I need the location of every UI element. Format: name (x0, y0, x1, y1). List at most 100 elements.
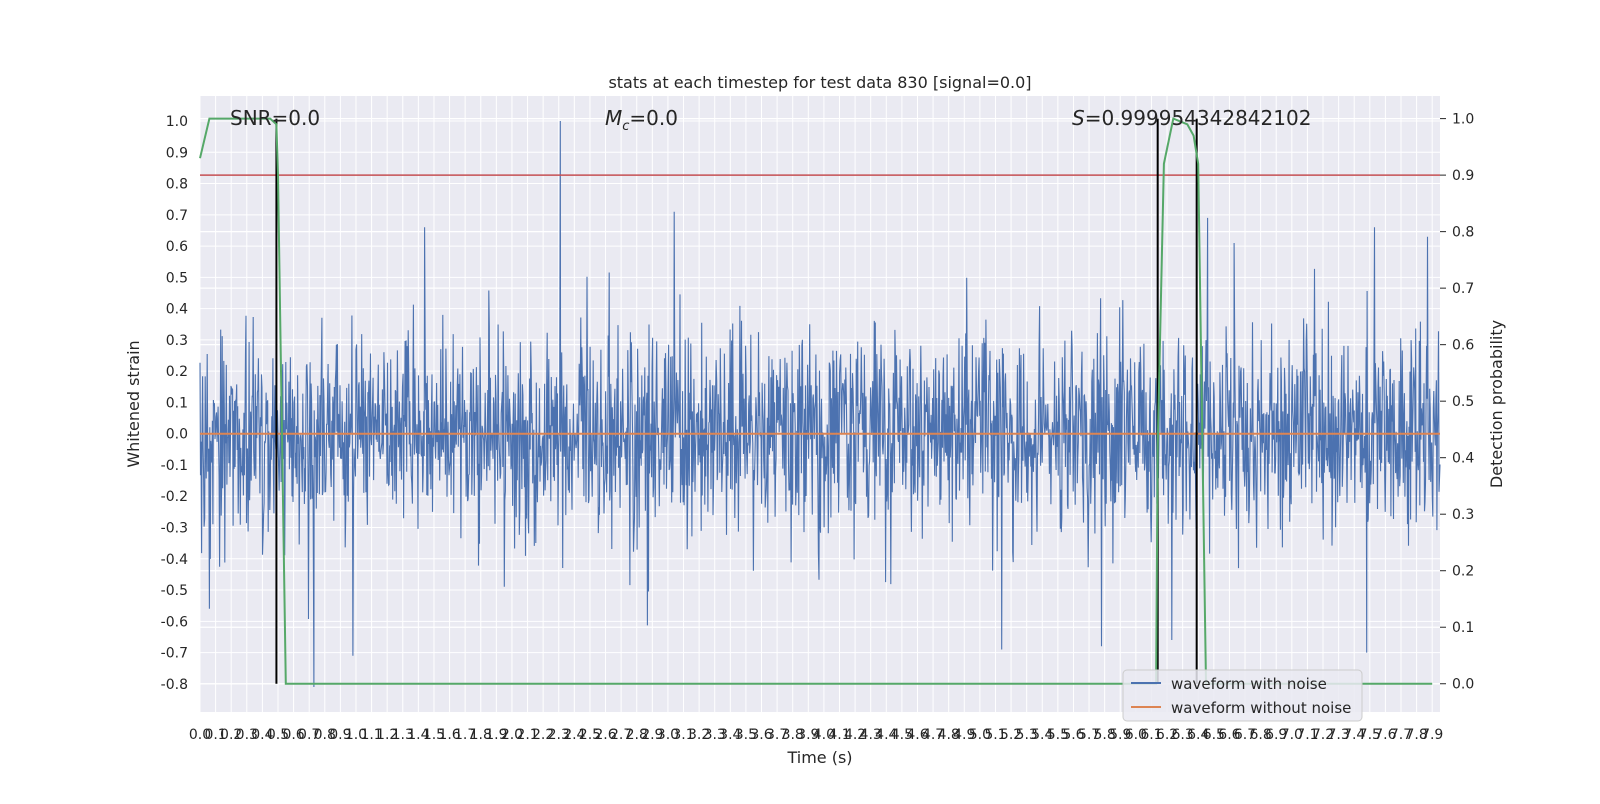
mc-subscript: c (622, 119, 629, 134)
x-tick-label: 4.2 (844, 727, 866, 743)
x-tick-label: 2.1 (516, 727, 538, 743)
x-tick-label: 6.2 (1156, 727, 1178, 743)
x-tick-label: 1.1 (360, 727, 382, 743)
x-tick-label: 1.5 (423, 727, 445, 743)
x-tick-label: 2.0 (501, 727, 523, 743)
y-tick-label: 0.1 (166, 395, 188, 411)
snr-annotation: SNR=0.0 (230, 106, 320, 130)
x-tick-label: 6.4 (1187, 727, 1209, 743)
y2-tick-label: 0.7 (1452, 281, 1474, 297)
x-tick-label: 0.4 (251, 727, 273, 743)
x-tick-label: 1.7 (454, 727, 476, 743)
x-tick-label: 5.8 (1094, 727, 1116, 743)
x-tick-label: 6.3 (1172, 727, 1194, 743)
y-tick-label: -0.7 (161, 646, 188, 662)
x-tick-label: 2.2 (532, 727, 554, 743)
x-tick-label: 6.6 (1218, 727, 1240, 743)
x-tick-label: 2.6 (594, 727, 616, 743)
x-axis-ticks: 0.00.10.20.30.40.50.60.70.80.91.01.11.21… (189, 727, 1443, 743)
legend: waveform with noise waveform without noi… (1122, 669, 1363, 722)
x-tick-label: 6.1 (1140, 727, 1162, 743)
x-tick-label: 3.0 (657, 727, 679, 743)
y-tick-label: 0.8 (166, 177, 188, 193)
x-tick-label: 5.4 (1031, 727, 1053, 743)
noisy-waveform-line (199, 120, 1441, 688)
x-tick-label: 2.9 (641, 727, 663, 743)
x-tick-label: 4.3 (860, 727, 882, 743)
x-tick-label: 2.4 (563, 727, 585, 743)
x-tick-label: 5.6 (1062, 727, 1084, 743)
y-tick-label: 0.7 (166, 208, 188, 224)
x-tick-label: 4.6 (906, 727, 928, 743)
y-axis-label: Whitened strain (124, 340, 143, 467)
y2-tick-label: 0.9 (1452, 168, 1474, 184)
x-tick-label: 0.6 (282, 727, 304, 743)
x-tick-label: 1.0 (345, 727, 367, 743)
x-tick-label: 1.9 (485, 727, 507, 743)
x-tick-label: 6.8 (1249, 727, 1271, 743)
x-tick-label: 4.4 (875, 727, 897, 743)
y-tick-label: 0.4 (166, 302, 188, 318)
y2-tick-label: 1.0 (1452, 112, 1474, 128)
x-tick-label: 7.9 (1421, 727, 1443, 743)
x-tick-label: 3.6 (750, 727, 772, 743)
y2-tick-label: 0.5 (1452, 394, 1474, 410)
x-tick-label: 0.1 (204, 727, 226, 743)
s-symbol: S (1072, 106, 1085, 130)
detection-probability-line (199, 117, 1433, 685)
x-tick-label: 2.7 (610, 727, 632, 743)
x-tick-label: 5.7 (1078, 727, 1100, 743)
y-tick-label: 0.2 (166, 364, 188, 380)
mc-value: =0.0 (629, 106, 678, 130)
x-tick-label: 0.7 (298, 727, 320, 743)
y2-tick-label: 0.4 (1452, 451, 1474, 467)
x-tick-label: 3.5 (735, 727, 757, 743)
x-tick-label: 1.3 (392, 727, 414, 743)
x-tick-label: 4.5 (891, 727, 913, 743)
y2-axis-ticks: 0.0 0.1 0.2 0.3 0.4 0.5 0.6 0.7 0.8 0.9 1.0 (1440, 112, 1474, 693)
x-tick-label: 3.3 (704, 727, 726, 743)
x-tick-label: 5.3 (1016, 727, 1038, 743)
s-value: =0.999954342842102 (1085, 106, 1312, 130)
chart-title: stats at each timestep for test data 830… (608, 73, 1031, 92)
x-tick-label: 1.4 (407, 727, 429, 743)
y2-tick-label: 0.6 (1452, 338, 1474, 354)
x-tick-label: 5.9 (1109, 727, 1131, 743)
y2-tick-label: 0.0 (1452, 677, 1474, 693)
x-tick-label: 0.0 (189, 727, 211, 743)
x-tick-label: 6.7 (1234, 727, 1256, 743)
x-tick-label: 7.7 (1390, 727, 1412, 743)
x-tick-label: 0.2 (220, 727, 242, 743)
x-tick-label: 5.2 (1000, 727, 1022, 743)
x-tick-label: 7.2 (1312, 727, 1334, 743)
x-tick-label: 7.3 (1327, 727, 1349, 743)
x-tick-label: 1.8 (470, 727, 492, 743)
y2-tick-label: 0.2 (1452, 564, 1474, 580)
y-tick-label: -0.5 (161, 583, 188, 599)
series-detection-probability (199, 117, 1433, 685)
x-tick-label: 7.8 (1405, 727, 1427, 743)
x-tick-label: 2.8 (626, 727, 648, 743)
x-tick-label: 7.5 (1359, 727, 1381, 743)
y2-tick-label: 0.3 (1452, 507, 1474, 523)
y-tick-label: -0.1 (161, 458, 188, 474)
mc-symbol: M (605, 106, 622, 130)
x-tick-label: 7.4 (1343, 727, 1365, 743)
y2-tick-label: 0.8 (1452, 225, 1474, 241)
y-tick-label: -0.3 (161, 521, 188, 537)
x-tick-label: 3.1 (672, 727, 694, 743)
y-tick-label: -0.6 (161, 614, 188, 630)
x-tick-label: 1.2 (376, 727, 398, 743)
y-tick-label: 0.9 (166, 145, 188, 161)
x-tick-label: 0.5 (267, 727, 289, 743)
x-tick-label: 4.8 (938, 727, 960, 743)
y-tick-label: -0.2 (161, 489, 188, 505)
x-tick-label: 7.1 (1296, 727, 1318, 743)
y-tick-label: 0.3 (166, 333, 188, 349)
series-waveform-with-noise (199, 120, 1441, 688)
legend-label-noise: waveform with noise (1171, 675, 1327, 693)
x-tick-label: 1.6 (438, 727, 460, 743)
y2-tick-label: 0.1 (1452, 620, 1474, 636)
